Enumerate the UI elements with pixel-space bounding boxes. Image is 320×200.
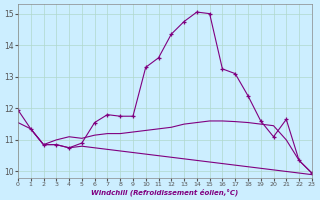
X-axis label: Windchill (Refroidissement éolien,°C): Windchill (Refroidissement éolien,°C) <box>91 188 238 196</box>
